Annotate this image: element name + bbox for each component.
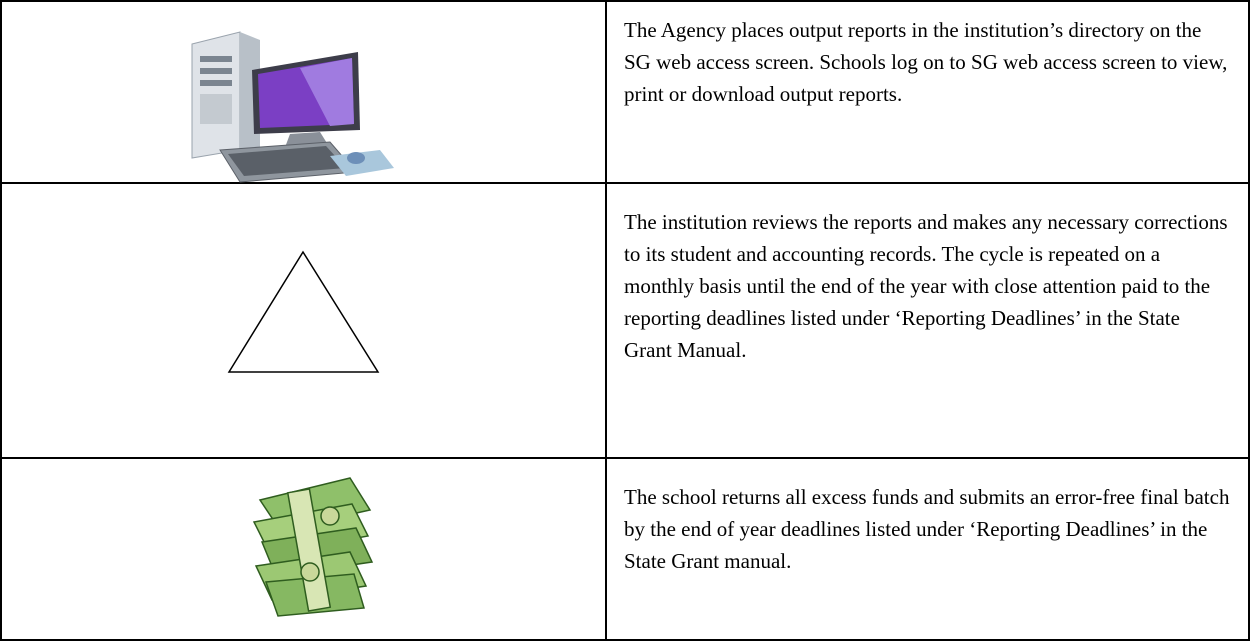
row-divider xyxy=(0,457,1250,459)
triangle-shape xyxy=(227,250,380,373)
money-icon xyxy=(252,477,374,617)
row-text: The school returns all excess funds and … xyxy=(624,485,1230,573)
computer-icon xyxy=(191,31,394,183)
row-divider xyxy=(0,182,1250,184)
row-text: The Agency places output reports in the … xyxy=(624,18,1228,106)
row-text: The institution reviews the reports and … xyxy=(624,210,1228,362)
column-divider xyxy=(605,0,607,641)
